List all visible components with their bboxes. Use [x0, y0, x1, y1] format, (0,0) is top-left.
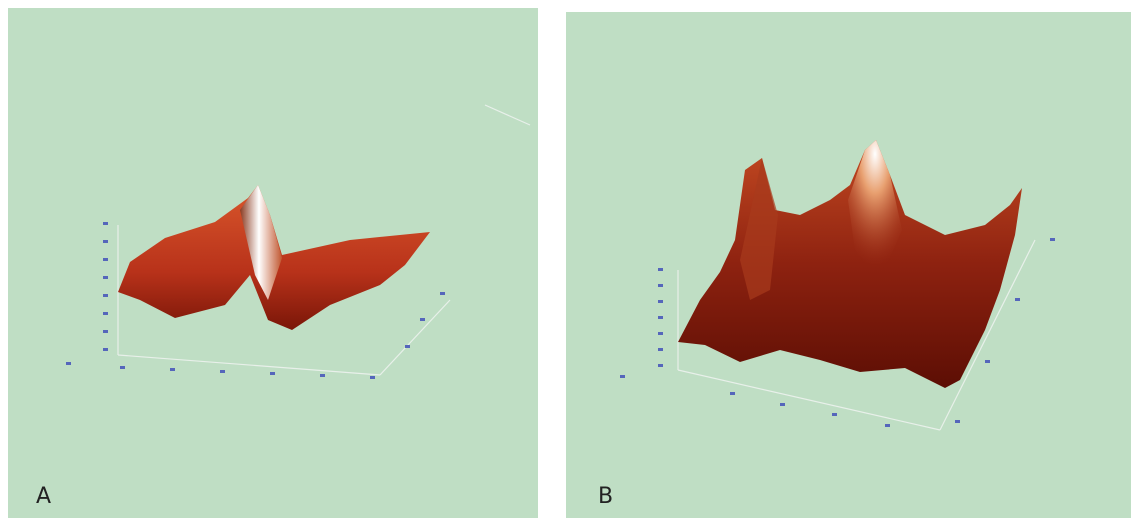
axes [117, 104, 531, 376]
axes [677, 239, 1036, 431]
panel-label: B [598, 484, 613, 509]
panel-b: B [566, 12, 1131, 518]
panel-label: A [36, 484, 51, 509]
surface-peak [240, 185, 282, 300]
surface-peak [848, 140, 902, 280]
panel-a: A [8, 8, 538, 518]
axis-ticks [620, 238, 1055, 427]
axis-ticks [66, 222, 445, 379]
surface-ridge [740, 158, 778, 300]
